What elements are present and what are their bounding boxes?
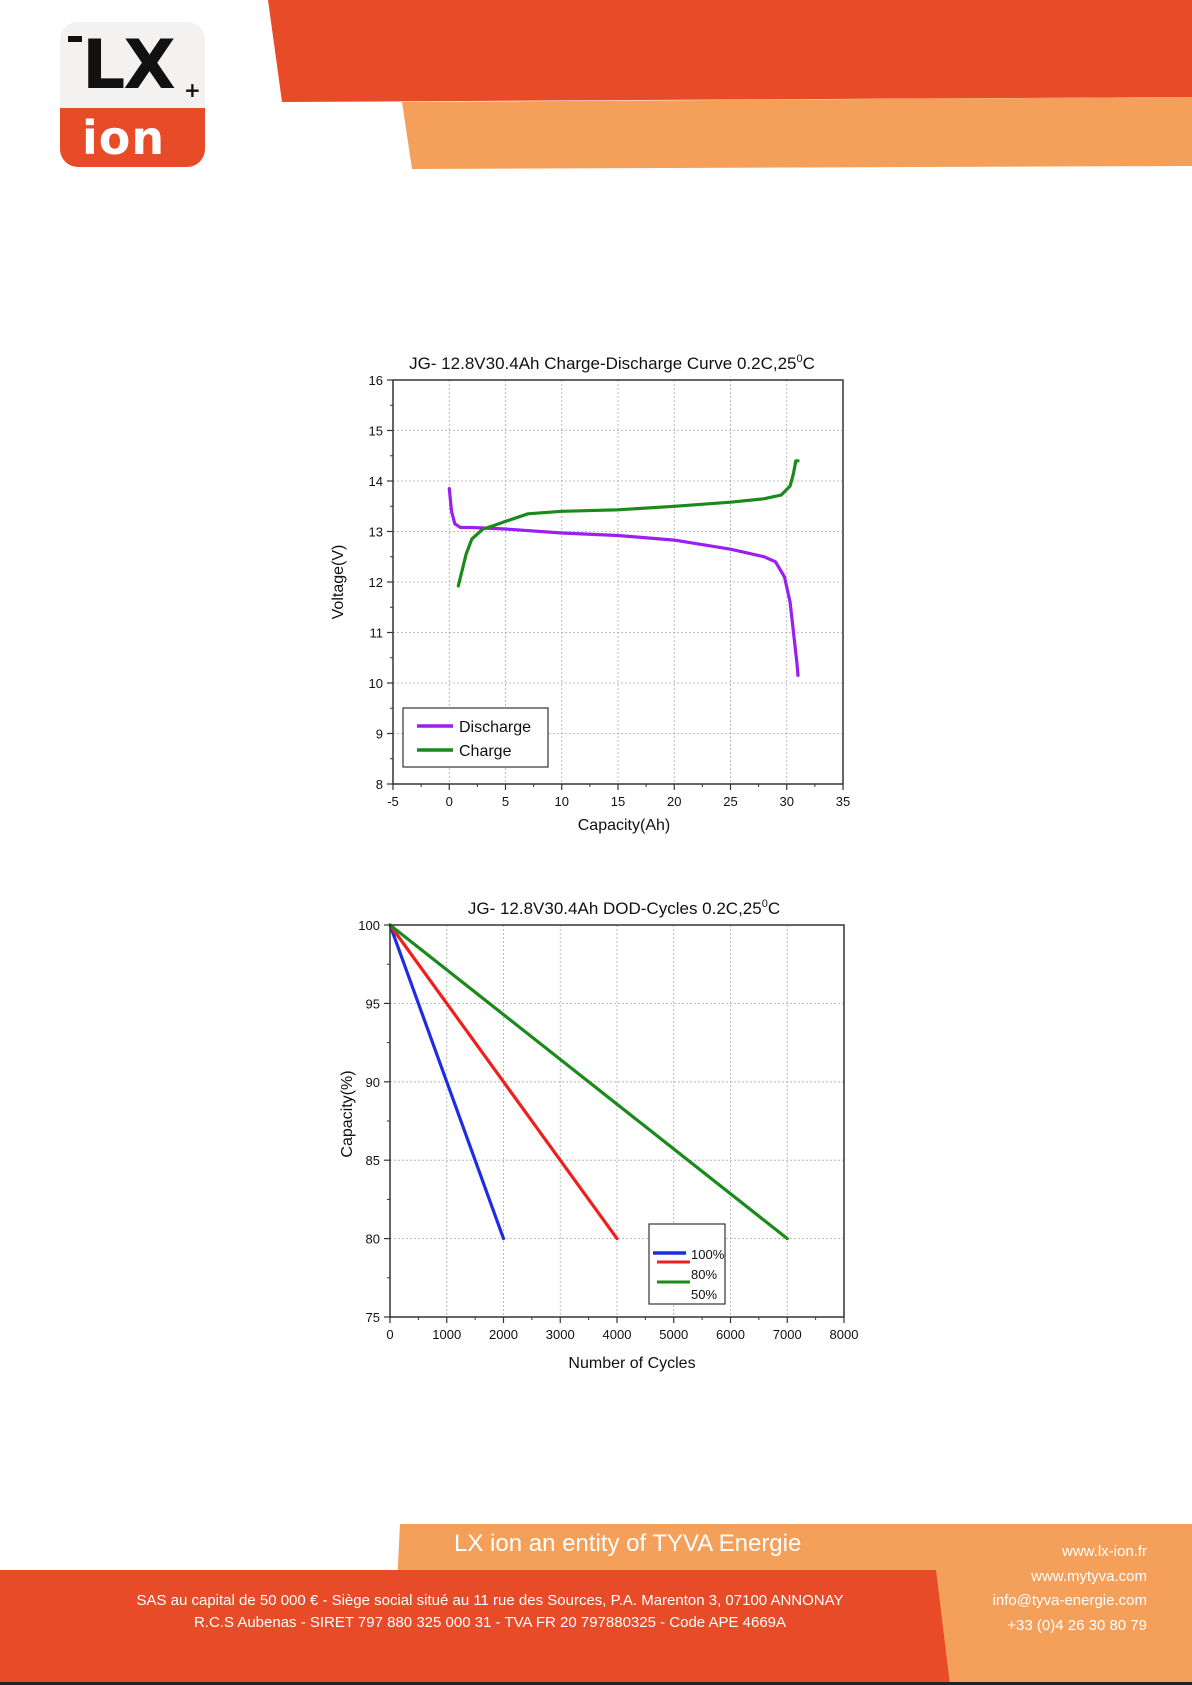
y-tick-label: 14 xyxy=(369,474,383,489)
legend-box xyxy=(648,1223,726,1305)
y-tick-label: 8 xyxy=(376,777,383,792)
series-line-discharge xyxy=(447,487,800,677)
footer-banner xyxy=(0,1524,1192,1685)
x-tick-label: 35 xyxy=(836,794,850,809)
x-tick-label: 10 xyxy=(555,794,569,809)
charge-discharge-chart: JG- 12.8V30.4Ah Charge-Discharge Curve 0… xyxy=(330,353,850,834)
footer-tagline: LX ion an entity of TYVA Energie xyxy=(454,1530,802,1557)
x-tick-label: 5 xyxy=(502,794,509,809)
legend-box xyxy=(402,707,549,768)
header-banner xyxy=(268,0,1192,169)
x-tick-label: 30 xyxy=(780,794,794,809)
series-line-100- xyxy=(388,923,506,1241)
y-tick-label: 10 xyxy=(369,676,383,691)
y-tick-label: 75 xyxy=(366,1310,380,1325)
chart-legend: Discharge Charge xyxy=(402,707,549,768)
chart-legend: 100% 80% 50% xyxy=(648,1223,726,1305)
y-tick-label: 80 xyxy=(366,1232,380,1247)
x-tick-label: 7000 xyxy=(773,1327,802,1342)
y-tick-label: 90 xyxy=(366,1075,380,1090)
series-line-50- xyxy=(388,923,789,1241)
legend-label-100: 100% xyxy=(691,1247,725,1262)
x-axis-label: Capacity(Ah) xyxy=(578,817,670,834)
x-tick-label: 5000 xyxy=(659,1327,688,1342)
footer-website-link-1[interactable]: www.lx-ion.fr xyxy=(1061,1543,1147,1560)
company-logo: LX + ion xyxy=(60,22,205,167)
chart-title: JG- 12.8V30.4Ah DOD-Cycles 0.2C,250C xyxy=(468,898,780,918)
y-tick-label: 9 xyxy=(376,727,383,742)
x-tick-label: 25 xyxy=(723,794,737,809)
y-tick-label: 16 xyxy=(369,373,383,388)
dod-cycles-chart: JG- 12.8V30.4Ah DOD-Cycles 0.2C,250C 0 10… xyxy=(339,898,859,1372)
series-line-charge xyxy=(456,459,800,588)
x-tick-label: 4000 xyxy=(603,1327,632,1342)
page-header: LX + ion xyxy=(0,0,1192,175)
legend-label-discharge: Discharge xyxy=(459,719,531,736)
plot-frame xyxy=(392,379,844,785)
x-tick-label: 0 xyxy=(446,794,453,809)
x-tick-label: 2000 xyxy=(489,1327,518,1342)
y-tick-label: 13 xyxy=(369,525,383,540)
x-tick-label: 8000 xyxy=(830,1327,859,1342)
y-tick-label: 15 xyxy=(369,424,383,439)
logo-plus: + xyxy=(184,78,201,102)
y-tick-label: 95 xyxy=(366,996,380,1011)
x-tick-label: 0 xyxy=(386,1327,393,1342)
footer-legal-line-2: R.C.S Aubenas - SIRET 797 880 325 000 31… xyxy=(193,1614,787,1631)
footer-website-link-2[interactable]: www.mytyva.com xyxy=(1031,1568,1147,1585)
y-axis-label: Capacity(%) xyxy=(339,1070,356,1157)
footer-phone: +33 (0)4 26 30 80 79 xyxy=(1007,1617,1147,1634)
logo-text-lx: LX xyxy=(82,26,176,105)
y-tick-label: 100 xyxy=(358,918,380,933)
header-banner-red xyxy=(268,0,1192,102)
y-axis-label: Voltage(V) xyxy=(330,545,347,620)
y-tick-label: 11 xyxy=(370,626,384,641)
legend-label-50: 50% xyxy=(691,1287,717,1302)
y-tick-label: 85 xyxy=(366,1153,380,1168)
x-axis-label: Number of Cycles xyxy=(568,1355,695,1372)
logo-text-ion: ion xyxy=(82,111,166,165)
chart-title: JG- 12.8V30.4Ah Charge-Discharge Curve 0… xyxy=(409,353,815,373)
x-tick-label: 6000 xyxy=(716,1327,745,1342)
header-banner-orange xyxy=(402,97,1192,169)
footer-email-link[interactable]: info@tyva-energie.com xyxy=(992,1592,1147,1609)
legend-label-80: 80% xyxy=(691,1267,717,1282)
y-tick-label: 12 xyxy=(369,575,383,590)
x-tick-label: 15 xyxy=(611,794,625,809)
footer-legal-line-1: SAS au capital de 50 000 € - Siège socia… xyxy=(136,1592,844,1609)
x-tick-label: -5 xyxy=(387,794,399,809)
x-tick-label: 3000 xyxy=(546,1327,575,1342)
bottom-divider xyxy=(0,1682,1192,1685)
x-tick-label: 1000 xyxy=(432,1327,461,1342)
plot-frame xyxy=(389,924,845,1318)
legend-label-charge: Charge xyxy=(459,743,512,760)
x-tick-label: 20 xyxy=(667,794,681,809)
series-line-80- xyxy=(388,923,619,1241)
footer-banner-red xyxy=(0,1570,950,1685)
